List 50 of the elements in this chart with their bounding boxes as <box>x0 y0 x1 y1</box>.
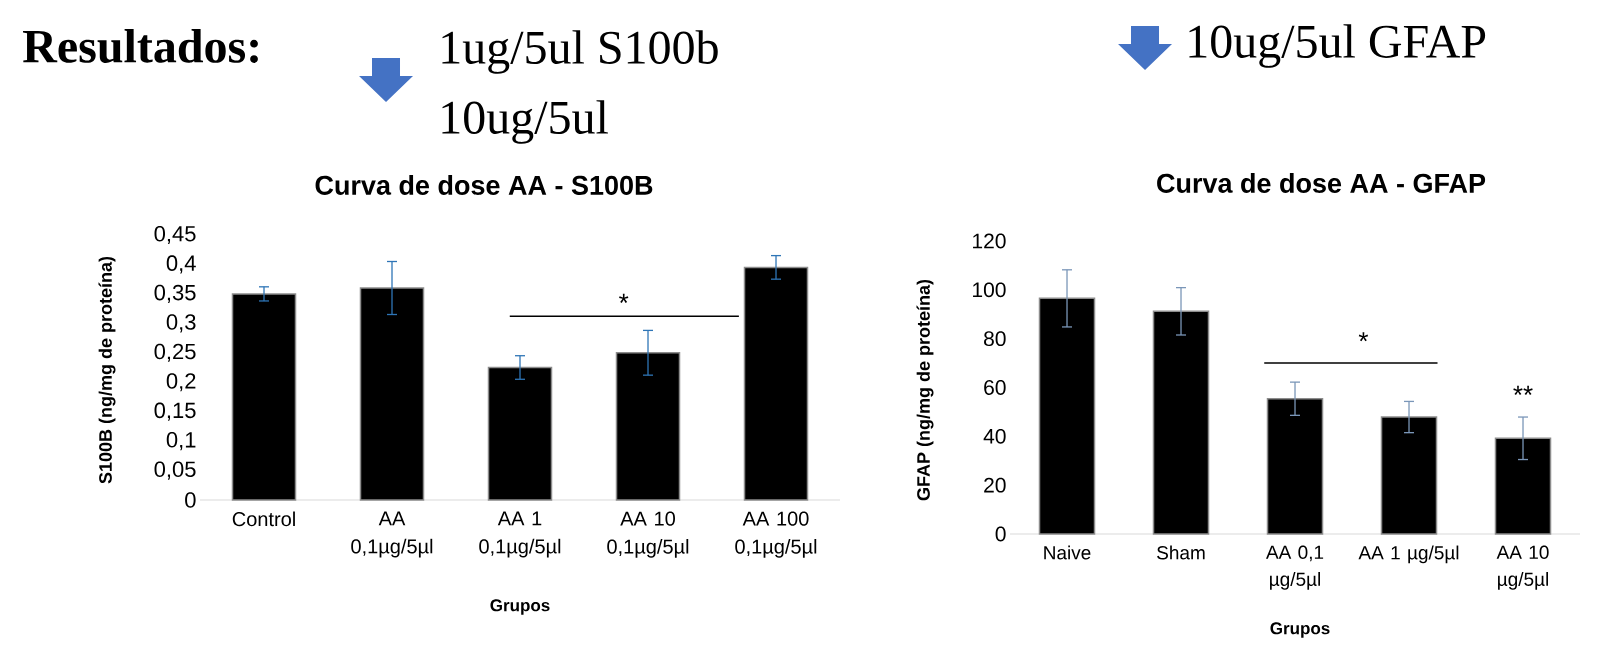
x-tick-label: AA 10 0,1µg/5µl <box>607 511 689 558</box>
annotation: * <box>619 293 629 303</box>
bar <box>231 293 297 501</box>
y-tick-label: 0,05 <box>154 461 196 480</box>
y-tick-label: 0,3 <box>166 314 196 333</box>
y-axis-title: S100B (ng/mg de proteína) <box>98 256 116 484</box>
text: Resultados: <box>23 29 258 63</box>
bar <box>1266 397 1324 535</box>
x-tick-label: Control <box>232 511 295 527</box>
text: 1ug/5ul S100b <box>442 30 718 74</box>
bar <box>1494 437 1552 535</box>
annotation: * <box>1358 332 1369 342</box>
y-tick-label: 0 <box>185 492 196 508</box>
annotation: ** <box>1513 385 1533 395</box>
bar <box>487 366 553 501</box>
x-axis-title: Grupos <box>1270 622 1330 638</box>
x-tick-label: Sham <box>1157 545 1205 560</box>
x-tick-label: AA 0,1µg/5µl <box>351 511 433 558</box>
chart-title: Curva de dose AA - GFAP <box>1157 173 1486 193</box>
y-tick-label: 0,35 <box>154 284 196 303</box>
y-tick-label: 40 <box>983 428 1006 444</box>
x-tick-label: AA 1 µg/5µl <box>1358 545 1459 564</box>
text: 10ug/5ul GFAP <box>1189 24 1486 68</box>
x-tick-label: AA 1 0,1µg/5µl <box>479 511 561 558</box>
y-tick-label: 0,45 <box>154 225 196 245</box>
bar <box>1152 310 1210 535</box>
y-tick-label: 80 <box>984 331 1006 347</box>
y-tick-label: 60 <box>984 380 1006 395</box>
y-axis-title: GFAP (ng/mg de proteína) <box>916 279 934 501</box>
bar <box>1038 297 1096 535</box>
bar <box>1380 416 1438 535</box>
x-tick-label: AA 10 µg/5µl <box>1496 545 1549 590</box>
bar <box>615 352 681 501</box>
bar <box>743 266 809 501</box>
x-tick-label: AA 0,1 µg/5µl <box>1266 545 1324 590</box>
chart-title: Curva de dose AA - S100B <box>315 175 653 195</box>
y-tick-label: 0,2 <box>166 373 196 392</box>
y-tick-label: 120 <box>973 233 1006 249</box>
y-tick-label: 100 <box>973 282 1006 298</box>
x-tick-label: AA 100 0,1µg/5µl <box>735 511 817 558</box>
y-tick-label: 0 <box>995 526 1006 542</box>
x-tick-label: Naive <box>1044 545 1091 560</box>
y-tick-label: 0,15 <box>154 402 196 421</box>
y-tick-label: 0,25 <box>154 343 196 362</box>
y-tick-label: 0,4 <box>166 255 196 274</box>
y-tick-label: 20 <box>984 477 1006 493</box>
text: 10ug/5ul <box>442 100 608 144</box>
bar <box>359 287 425 501</box>
y-tick-label: 0,1 <box>166 432 196 451</box>
x-axis-title: Grupos <box>490 599 550 615</box>
